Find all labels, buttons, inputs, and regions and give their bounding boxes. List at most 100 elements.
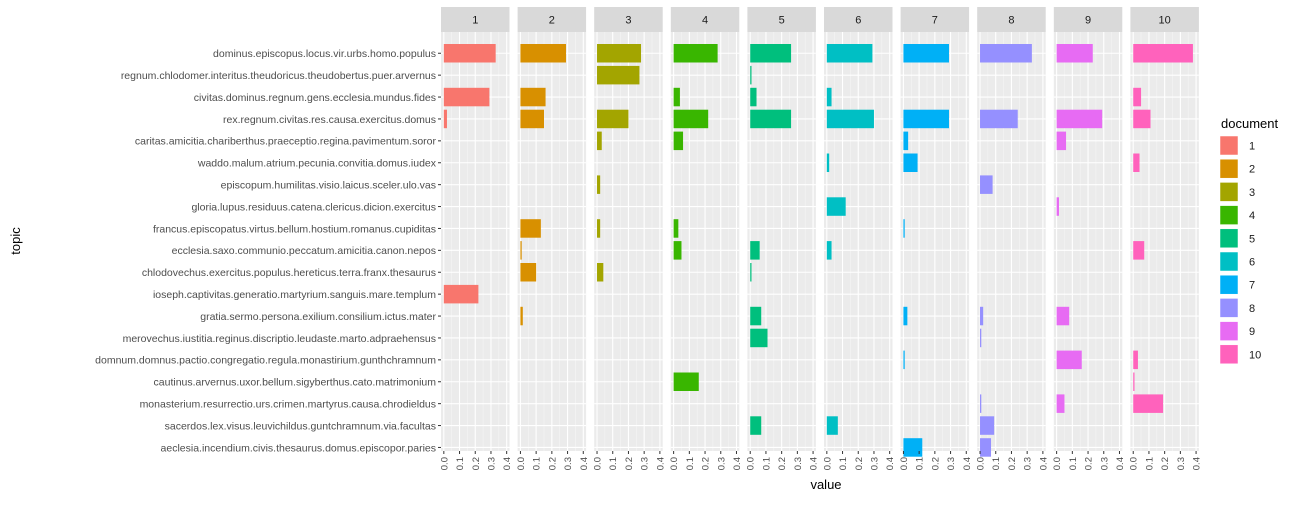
bar: [826, 44, 873, 63]
legend-label: 6: [1249, 257, 1255, 269]
facet-strip: [1053, 7, 1123, 32]
legend-key: [1219, 135, 1239, 156]
y-tick-label: francus.episcopatus.virtus.bellum.hostiu…: [153, 223, 436, 235]
x-tick-label: 0.4: [962, 457, 973, 470]
bar: [980, 175, 993, 194]
bar: [673, 44, 718, 63]
x-tick-label: 0.3: [1023, 457, 1034, 470]
bar: [1056, 131, 1067, 151]
bar: [750, 263, 752, 282]
bar: [1056, 394, 1065, 413]
x-tick-label: 0.0: [746, 457, 757, 470]
bar: [750, 87, 757, 107]
bar: [443, 284, 479, 304]
y-tick-label: episcopum.humilitas.visio.laicus.sceler.…: [221, 179, 436, 191]
x-tick-label: 0.3: [946, 457, 957, 470]
x-tick-label: 0.1: [991, 457, 1002, 470]
y-tick-label: ecclesia.saxo.communio.peccatum.amicitia…: [172, 245, 436, 257]
legend-key: [1219, 182, 1239, 202]
x-tick-label: 0.0: [1129, 457, 1140, 470]
y-tick-label: cautinus.arvernus.uxor.bellum.sigyberthu…: [154, 377, 437, 389]
bar: [1056, 350, 1082, 370]
x-tick-label: 0.1: [455, 457, 466, 470]
y-tick-label: domnum.domnus.pactio.congregatio.regula.…: [95, 355, 436, 367]
x-tick-label: 0.0: [899, 457, 910, 470]
x-tick-label: 0.2: [854, 457, 865, 470]
y-tick-label: aeclesia.incendium.civis.thesaurus.domus…: [161, 442, 436, 454]
y-tick-label: merovechus.iustitia.reginus.discriptio.l…: [123, 333, 436, 345]
y-tick-label: rex.regnum.civitas.res.causa.exercitus.d…: [223, 114, 436, 126]
legend-key: [1219, 344, 1239, 365]
x-tick-label: 0.0: [439, 457, 450, 470]
legend-label: 8: [1249, 303, 1255, 315]
bar: [980, 438, 992, 457]
facet-strip: [441, 7, 510, 32]
bar: [443, 109, 447, 129]
y-tick-label: dominus.episcopus.locus.vir.urbs.homo.po…: [213, 48, 436, 60]
bar: [826, 109, 874, 129]
x-tick-label: 0.1: [608, 457, 619, 470]
facet-strip-label: 7: [932, 15, 938, 27]
bar: [520, 87, 546, 107]
bar: [1056, 44, 1093, 63]
x-tick-label: 0.2: [1084, 457, 1095, 470]
bar: [1133, 109, 1151, 129]
y-axis-title: topic: [8, 227, 23, 255]
legend-title: document: [1221, 116, 1278, 131]
facet-strip-label: 9: [1085, 15, 1091, 27]
bar: [1056, 197, 1059, 216]
x-tick-label: 0.3: [486, 457, 497, 470]
legend-key: [1219, 205, 1239, 225]
x-tick-label: 0.3: [640, 457, 651, 470]
x-tick-label: 0.2: [471, 457, 482, 470]
bar: [903, 219, 905, 238]
x-tick-label: 0.4: [655, 457, 666, 470]
y-tick-label: gloria.lupus.residuus.catena.clericus.di…: [191, 201, 436, 213]
bar: [673, 372, 699, 391]
x-tick-label: 0.3: [793, 457, 804, 470]
y-tick-label: civitas.dominus.regnum.gens.ecclesia.mun…: [194, 92, 436, 104]
x-tick-label: 0.1: [915, 457, 926, 470]
legend-key: [1219, 298, 1239, 318]
bar: [750, 306, 762, 326]
facet-strip-label: 4: [702, 15, 708, 27]
bar: [673, 241, 682, 260]
x-tick-label: 0.4: [1192, 457, 1203, 470]
bar: [1133, 153, 1140, 172]
x-tick-label: 0.2: [930, 457, 941, 470]
bar: [1133, 394, 1164, 413]
x-tick-label: 0.3: [716, 457, 727, 470]
facet-strip: [594, 7, 663, 32]
legend-label: 5: [1249, 233, 1255, 245]
facet-strip-label: 3: [625, 15, 631, 27]
bar: [750, 328, 768, 348]
x-tick-label: 0.1: [761, 457, 772, 470]
bar: [597, 65, 640, 85]
bar: [1133, 44, 1193, 63]
x-tick-label: 0.0: [822, 457, 833, 470]
bar: [1056, 109, 1103, 129]
legend-key: [1219, 158, 1239, 179]
bar: [903, 44, 949, 63]
bar: [520, 44, 566, 63]
x-tick-label: 0.4: [1115, 457, 1126, 470]
x-tick-label: 0.2: [777, 457, 788, 470]
bar: [980, 306, 984, 326]
legend-key: [1219, 251, 1239, 272]
bar: [1133, 241, 1145, 260]
y-tick-label: monasterium.resurrectio.urs.crimen.marty…: [140, 398, 436, 410]
bar: [597, 131, 602, 151]
x-tick-label: 0.2: [547, 457, 558, 470]
x-tick-label: 0.4: [732, 457, 743, 470]
facet-strip-label: 2: [549, 15, 555, 27]
facet-strip: [517, 7, 587, 32]
bar: [520, 219, 541, 238]
legend-key: [1219, 321, 1239, 341]
facet-strip-label: 8: [1008, 15, 1014, 27]
bar: [750, 65, 752, 85]
bar: [443, 87, 490, 107]
bar: [520, 306, 523, 326]
x-tick-label: 0.3: [1176, 457, 1187, 470]
